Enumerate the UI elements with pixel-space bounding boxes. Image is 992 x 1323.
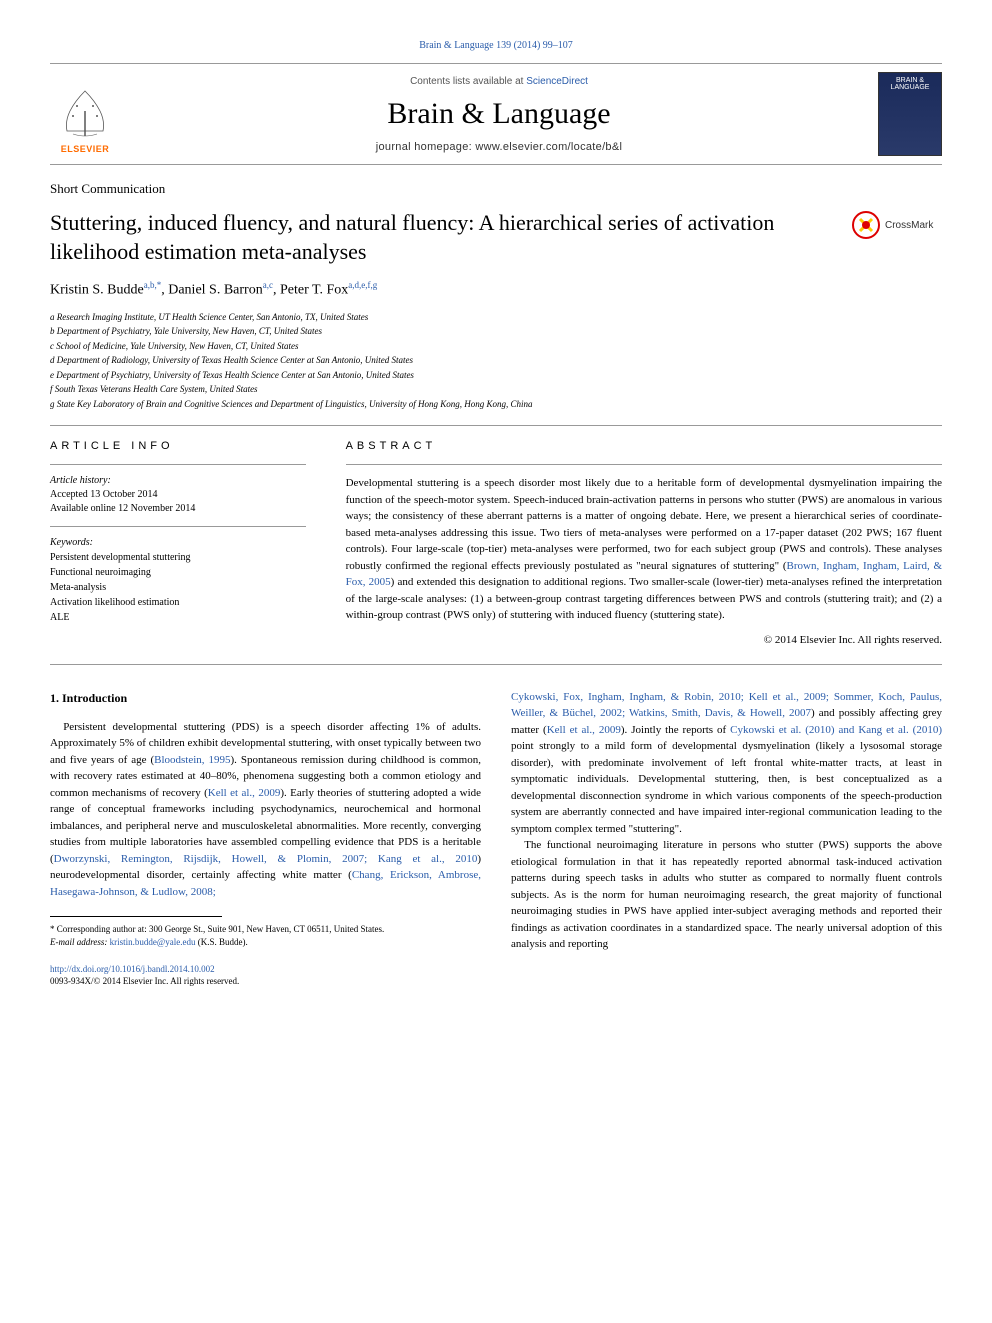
doi-section: http://dx.doi.org/10.1016/j.bandl.2014.1… (50, 963, 481, 988)
sciencedirect-link[interactable]: ScienceDirect (526, 76, 588, 87)
divider-2 (50, 664, 942, 665)
article-info-header: ARTICLE INFO (50, 440, 306, 452)
footnote-divider (50, 916, 222, 917)
citation-cykowski-kang[interactable]: Cykowski et al. (2010) and Kang et al. (… (730, 724, 942, 736)
journal-header: ELSEVIER Contents lists available at Sci… (50, 63, 942, 165)
email-link[interactable]: kristin.budde@yale.edu (110, 937, 196, 947)
elsevier-label: ELSEVIER (61, 144, 110, 154)
body-para-2: The functional neuroimaging literature i… (511, 837, 942, 953)
affil-c: c School of Medicine, Yale University, N… (50, 340, 942, 354)
abstract-header: ABSTRACT (346, 440, 942, 452)
affil-b: b Department of Psychiatry, Yale Univers… (50, 325, 942, 339)
abstract-column: ABSTRACT Developmental stuttering is a s… (346, 440, 942, 646)
author-1: Kristin S. Budde (50, 283, 144, 298)
corresponding-author-note: * Corresponding author at: 300 George St… (50, 923, 481, 936)
keywords-list: Persistent developmental stuttering Func… (50, 550, 306, 625)
author-2: Daniel S. Barron (168, 283, 262, 298)
citation-kell-2[interactable]: Kell et al., 2009 (547, 724, 621, 736)
right-column: Cykowski, Fox, Ingham, Ingham, & Robin, … (511, 689, 942, 988)
issn-copyright: 0093-934X/© 2014 Elsevier Inc. All right… (50, 976, 239, 986)
homepage-url[interactable]: www.elsevier.com/locate/b&l (475, 141, 622, 153)
history-dates: Accepted 13 October 2014 Available onlin… (50, 488, 306, 516)
doi-link[interactable]: http://dx.doi.org/10.1016/j.bandl.2014.1… (50, 964, 215, 974)
affil-d: d Department of Radiology, University of… (50, 354, 942, 368)
journal-citation-link[interactable]: Brain & Language 139 (2014) 99–107 (50, 40, 942, 51)
keywords-label: Keywords: (50, 537, 306, 548)
abstract-text: Developmental stuttering is a speech dis… (346, 475, 942, 624)
crossmark-badge[interactable]: CrossMark (852, 209, 942, 241)
body-columns: 1. Introduction Persistent developmental… (50, 689, 942, 988)
section-heading-intro: 1. Introduction (50, 689, 481, 707)
left-column: 1. Introduction Persistent developmental… (50, 689, 481, 988)
elsevier-logo[interactable]: ELSEVIER (50, 74, 120, 154)
author-1-affil[interactable]: a,b,* (144, 280, 162, 290)
affil-f: f South Texas Veterans Health Care Syste… (50, 383, 942, 397)
body-para-1: Persistent developmental stuttering (PDS… (50, 719, 481, 901)
affiliations: a Research Imaging Institute, UT Health … (50, 311, 942, 412)
authors-line: Kristin S. Buddea,b,*, Daniel S. Barrona… (50, 280, 942, 299)
elsevier-tree-icon (55, 86, 115, 141)
citation-kell[interactable]: Kell et al., 2009 (208, 787, 281, 799)
affil-a: a Research Imaging Institute, UT Health … (50, 311, 942, 325)
author-2-affil[interactable]: a,c (263, 280, 273, 290)
journal-cover-thumbnail[interactable]: BRAIN & LANGUAGE (878, 72, 942, 156)
crossmark-icon (852, 211, 880, 239)
citation-dworzynski[interactable]: Dworzynski, Remington, Rijsdijk, Howell,… (54, 853, 478, 865)
header-center: Contents lists available at ScienceDirec… (120, 76, 878, 153)
email-line: E-mail address: kristin.budde@yale.edu (… (50, 936, 481, 949)
history-label: Article history: (50, 475, 306, 486)
abstract-copyright: © 2014 Elsevier Inc. All rights reserved… (346, 634, 942, 646)
homepage-line: journal homepage: www.elsevier.com/locat… (120, 141, 878, 153)
article-type: Short Communication (50, 181, 942, 197)
article-info-column: ARTICLE INFO Article history: Accepted 1… (50, 440, 306, 646)
article-title: Stuttering, induced fluency, and natural… (50, 209, 836, 266)
affil-e: e Department of Psychiatry, University o… (50, 369, 942, 383)
affil-g: g State Key Laboratory of Brain and Cogn… (50, 398, 942, 412)
citation-bloodstein[interactable]: Bloodstein, 1995 (154, 754, 230, 766)
author-3-affil[interactable]: a,d,e,f,g (348, 280, 377, 290)
journal-title: Brain & Language (120, 97, 878, 131)
contents-link-line: Contents lists available at ScienceDirec… (120, 76, 878, 87)
body-para-1-cont: Cykowski, Fox, Ingham, Ingham, & Robin, … (511, 689, 942, 838)
author-3: Peter T. Fox (280, 283, 348, 298)
divider (50, 425, 942, 426)
